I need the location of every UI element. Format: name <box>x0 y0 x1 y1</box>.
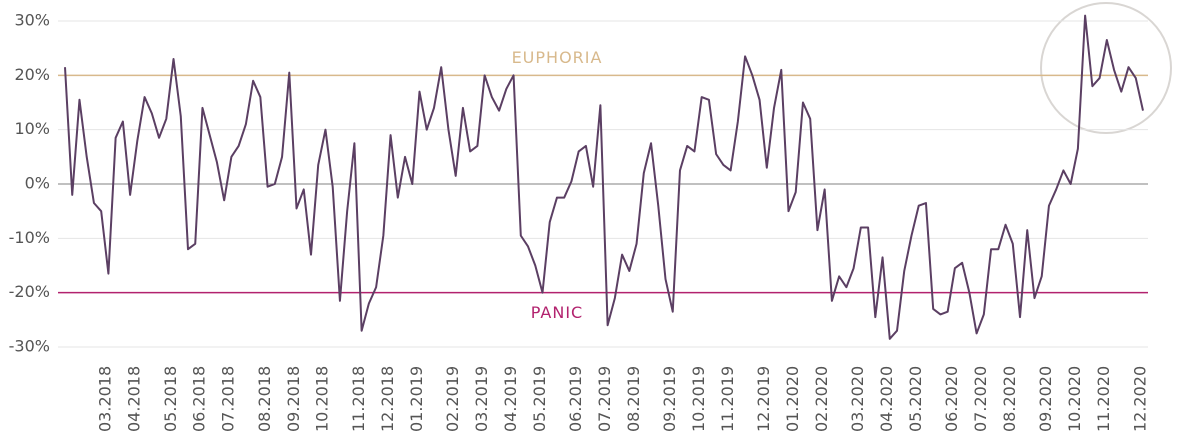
x-tick-label: 05.2018 <box>161 366 180 432</box>
x-tick-label: 10.2018 <box>313 366 332 432</box>
highlight-circle <box>1040 2 1172 134</box>
x-tick-label: 04.2020 <box>877 366 896 432</box>
x-tick-label: 01.2019 <box>407 366 426 432</box>
x-tick-label: 05.2019 <box>530 366 549 432</box>
x-tick-label: 03.2020 <box>848 366 867 432</box>
x-tick-label: 12.2019 <box>754 366 773 432</box>
x-tick-label: 02.2019 <box>443 366 462 432</box>
x-tick-label: 06.2018 <box>190 366 209 432</box>
reference-label: PANIC <box>531 303 583 322</box>
x-tick-label: 02.2020 <box>812 366 831 432</box>
x-tick-label: 08.2020 <box>1000 366 1019 432</box>
x-tick-label: 10.2020 <box>1065 366 1084 432</box>
x-tick-label: 07.2019 <box>595 366 614 432</box>
x-tick-label: 10.2019 <box>689 366 708 432</box>
x-tick-label: 08.2018 <box>255 366 274 432</box>
x-tick-label: 09.2019 <box>660 366 679 432</box>
y-tick-label: 10% <box>14 119 50 138</box>
y-tick-label: 30% <box>14 11 50 30</box>
x-tick-label: 04.2018 <box>125 366 144 432</box>
x-tick-label: 01.2020 <box>783 366 802 432</box>
x-tick-label: 11.2018 <box>349 366 368 432</box>
x-tick-label: 12.2018 <box>378 366 397 432</box>
series-line <box>64 14 1144 340</box>
reference-label: EUPHORIA <box>512 48 603 67</box>
x-tick-label: 08.2019 <box>624 366 643 432</box>
x-tick-label: 12.2020 <box>1130 366 1149 432</box>
y-tick-label: 20% <box>14 65 50 84</box>
y-tick-label: -20% <box>9 282 50 301</box>
x-tick-label: 09.2020 <box>1036 366 1055 432</box>
x-tick-label: 11.2019 <box>718 366 737 432</box>
y-tick-label: -10% <box>9 228 50 247</box>
x-tick-label: 03.2019 <box>472 366 491 432</box>
x-tick-label: 04.2019 <box>501 366 520 432</box>
x-tick-label: 07.2020 <box>971 366 990 432</box>
x-tick-label: 11.2020 <box>1094 366 1113 432</box>
y-tick-label: 0% <box>25 174 50 193</box>
y-tick-label: -30% <box>9 337 50 356</box>
x-tick-label: 06.2020 <box>942 366 961 432</box>
x-tick-label: 05.2020 <box>906 366 925 432</box>
x-tick-label: 09.2018 <box>284 366 303 432</box>
x-tick-label: 06.2019 <box>566 366 585 432</box>
x-tick-label: 07.2018 <box>219 366 238 432</box>
x-tick-label: 03.2018 <box>96 366 115 432</box>
